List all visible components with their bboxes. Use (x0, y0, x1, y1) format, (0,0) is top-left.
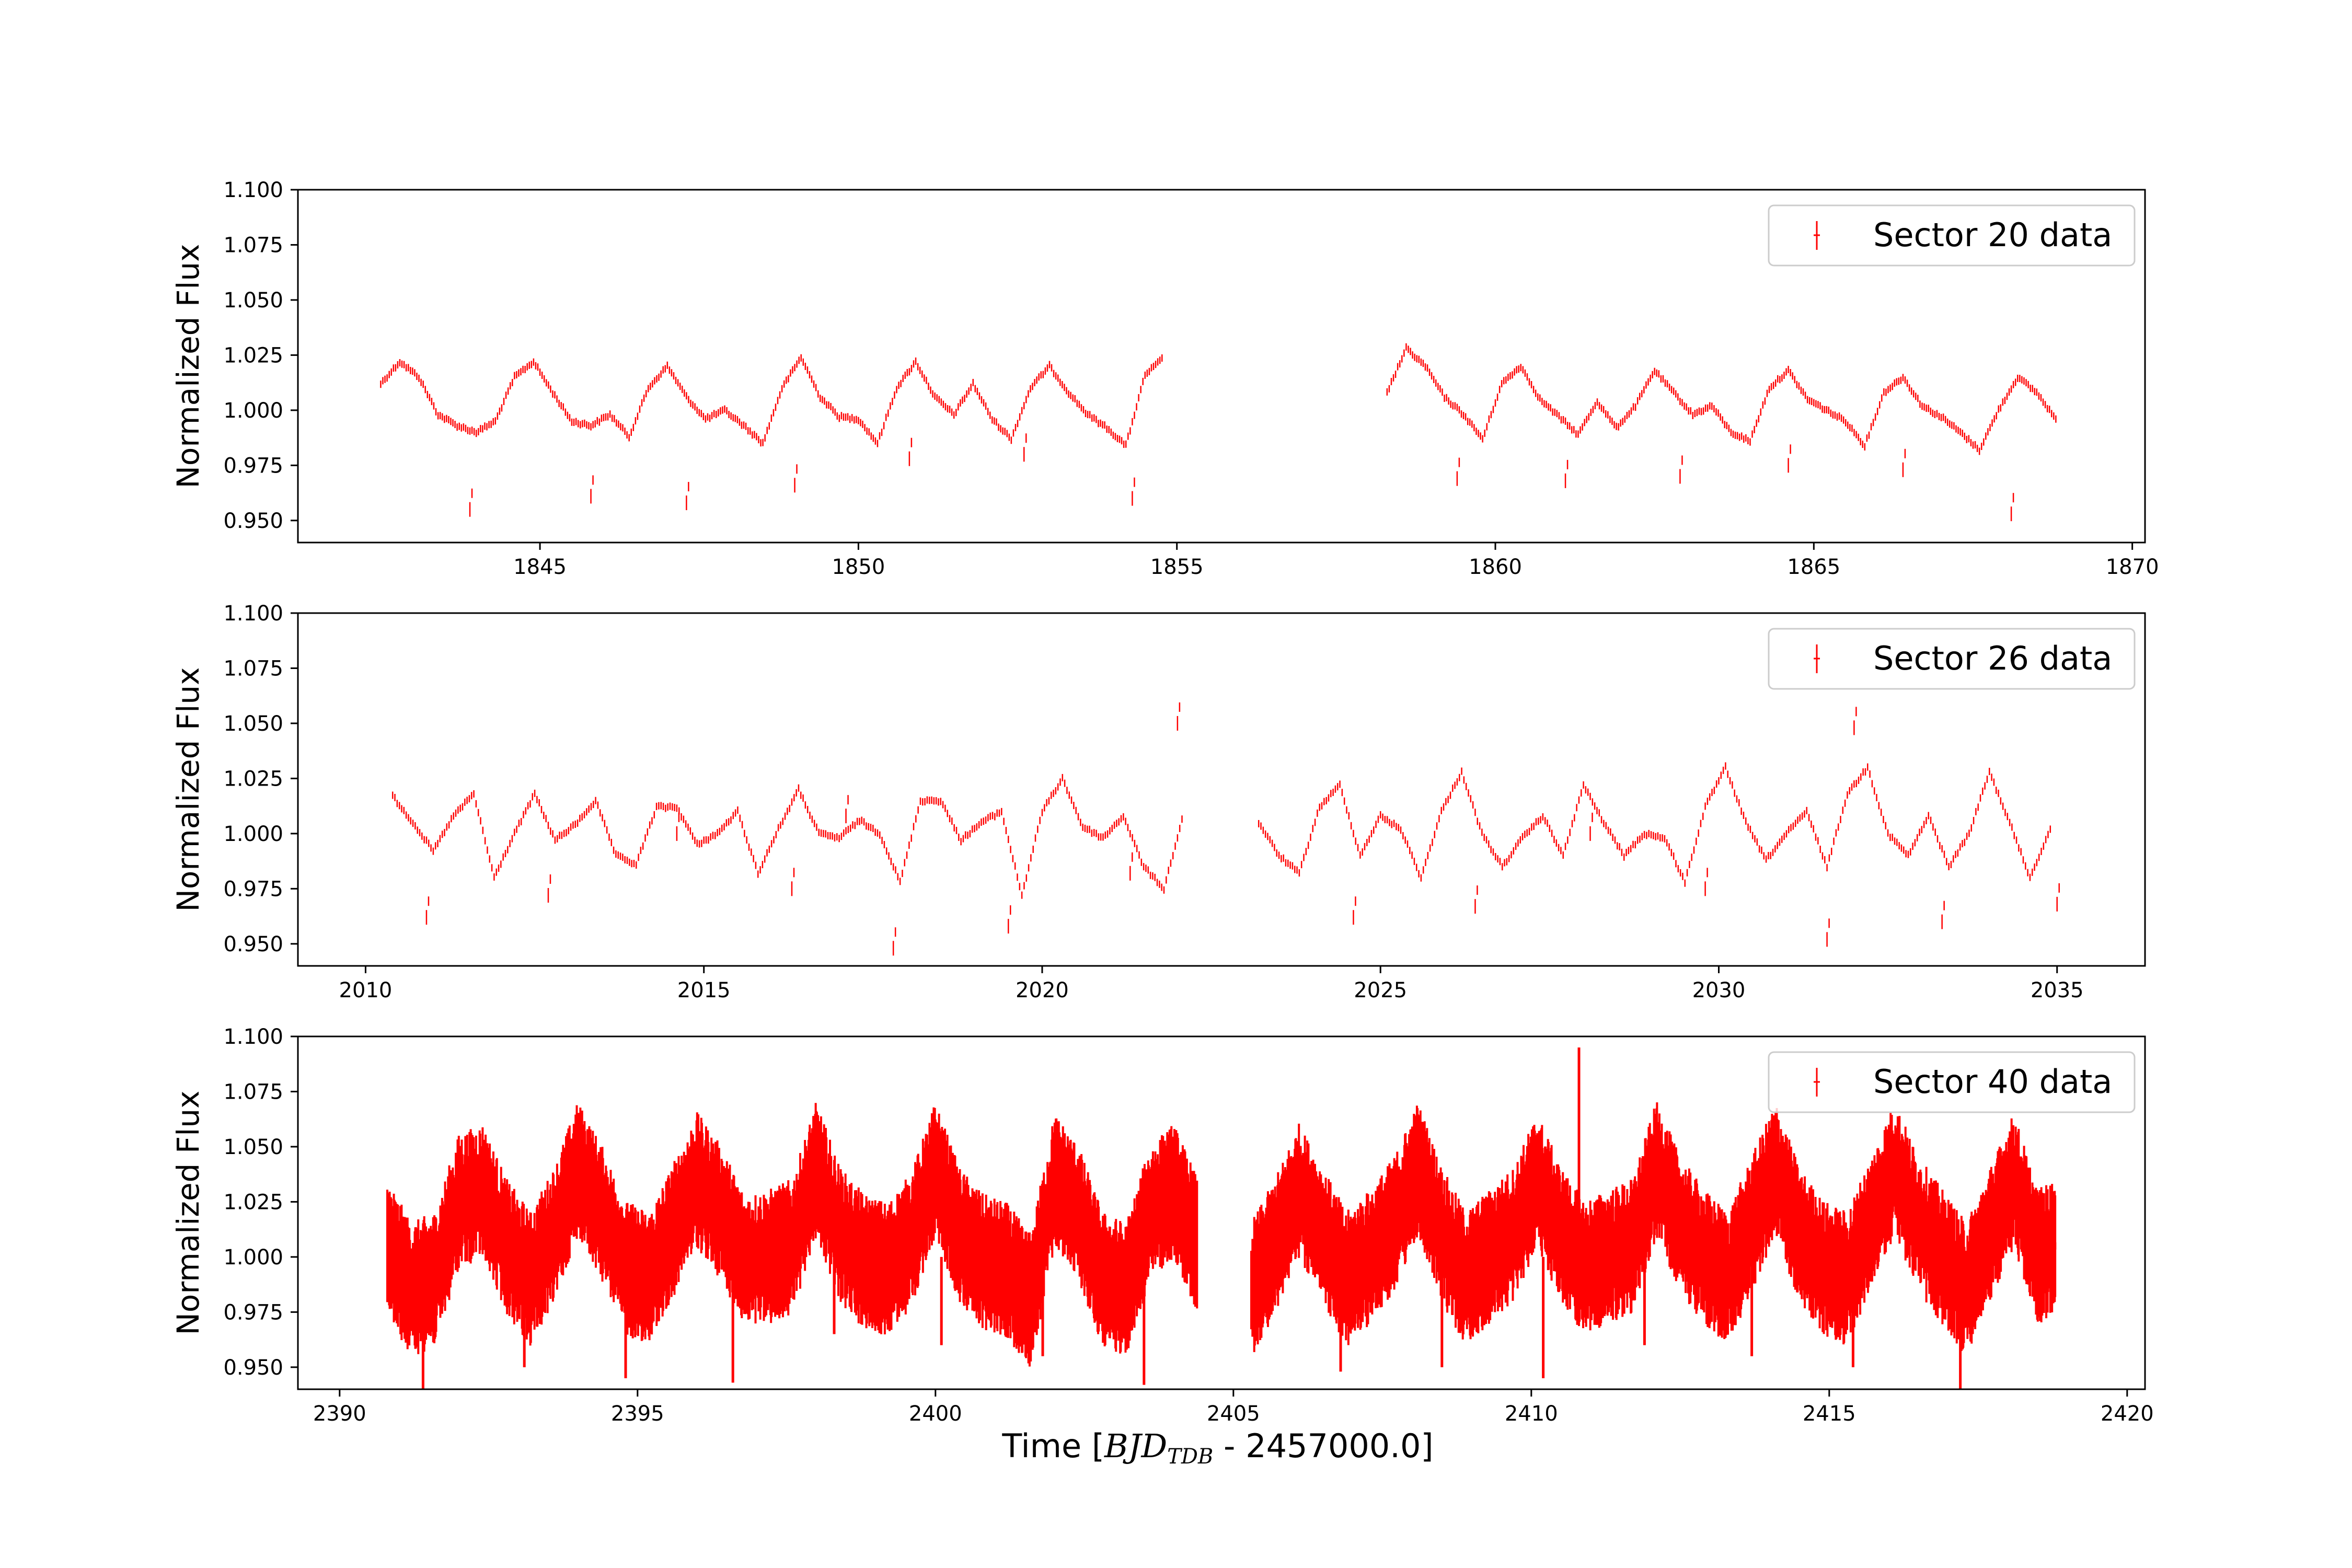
x-tick-label: 2390 (313, 1402, 366, 1426)
y-tick-label: 0.950 (223, 509, 283, 533)
y-tick-label: 0.950 (223, 1356, 283, 1380)
x-tick-label: 2015 (677, 978, 731, 1002)
panel-sector-26: 2010 2015 2020 2025 2030 2035 0.950 0.975 1.000 1… (170, 602, 2146, 1002)
y-axis-label: Normalized Flux (170, 667, 206, 912)
y-tick-label: 1.100 (223, 602, 283, 626)
x-tick-label: 2395 (611, 1402, 664, 1426)
x-tick-label: 2030 (1692, 978, 1746, 1002)
y-tick-label: 1.000 (223, 822, 283, 846)
y-tick-label: 0.975 (223, 877, 283, 901)
x-tick-label: 2405 (1207, 1402, 1260, 1426)
y-tick-label: 0.975 (223, 1300, 283, 1324)
legend-box (1768, 628, 2136, 690)
legend-box (1768, 1051, 2136, 1113)
data-points (386, 1047, 2057, 1389)
x-tick-label: 1870 (2106, 555, 2159, 579)
y-axis-label: Normalized Flux (170, 1091, 206, 1335)
y-tick-label: 1.100 (223, 1025, 283, 1049)
plot-frame (297, 189, 2146, 544)
y-tick-label: 1.075 (223, 233, 283, 257)
legend-label: Sector 40 data (1873, 1063, 2112, 1101)
x-tick-label: 1860 (1469, 555, 1522, 579)
panel-sector-40: 2390 2395 2400 2405 2410 2415 2420 0.950 0.975 1.… (170, 1025, 2154, 1426)
plot-frame (297, 612, 2146, 967)
x-tick-label: 2415 (1803, 1402, 1856, 1426)
y-tick-label: 1.025 (223, 1190, 283, 1214)
x-tick-label: 1865 (1787, 555, 1840, 579)
y-tick-label: 1.075 (223, 656, 283, 681)
data-points (391, 702, 2060, 956)
x-tick-label: 2420 (2101, 1402, 2154, 1426)
x-tick-label: 1850 (832, 555, 885, 579)
x-tick-label: 2010 (339, 978, 393, 1002)
x-axis-label-prefix: Time [ (1001, 1427, 1104, 1465)
legend-label: Sector 20 data (1873, 216, 2112, 254)
x-axis-label: Time [BJDTDB - 2457000.0] (1001, 1427, 1433, 1469)
plot-frame (297, 1035, 2146, 1390)
y-tick-label: 0.950 (223, 932, 283, 956)
y-tick-label: 1.000 (223, 399, 283, 423)
x-tick-label: 1855 (1150, 555, 1204, 579)
x-tick-label: 2410 (1505, 1402, 1558, 1426)
x-tick-label: 2020 (1016, 978, 1069, 1002)
y-tick-label: 1.075 (223, 1080, 283, 1104)
x-tick-label: 2025 (1354, 978, 1407, 1002)
panel-sector-20: 1845 1850 1855 1860 1865 1870 0.950 0.975 1.000 1… (170, 178, 2159, 579)
x-tick-label: 2400 (909, 1402, 962, 1426)
y-tick-label: 1.025 (223, 767, 283, 791)
y-axis-label: Normalized Flux (170, 244, 206, 489)
y-tick-label: 0.975 (223, 454, 283, 478)
x-tick-label: 1845 (513, 555, 567, 579)
y-tick-label: 1.100 (223, 178, 283, 202)
y-tick-label: 1.050 (223, 712, 283, 736)
x-axis-label-suffix: - 2457000.0] (1213, 1427, 1433, 1465)
x-tick-label: 2035 (2031, 978, 2084, 1002)
y-tick-label: 1.000 (223, 1246, 283, 1270)
y-tick-label: 1.025 (223, 343, 283, 367)
legend-label: Sector 26 data (1873, 639, 2112, 677)
x-axis-label-var: BJD (1104, 1427, 1167, 1465)
y-tick-label: 1.050 (223, 289, 283, 313)
x-axis-label-sub: TDB (1167, 1445, 1213, 1469)
data-points (380, 343, 2057, 522)
legend-box (1768, 204, 2136, 267)
y-tick-label: 1.050 (223, 1135, 283, 1159)
